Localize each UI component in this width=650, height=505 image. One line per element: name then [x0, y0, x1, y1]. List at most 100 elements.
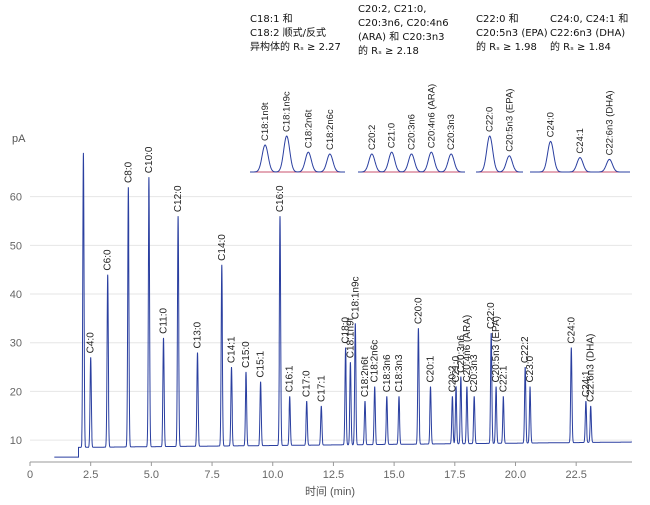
inset-peak-label: C18:1n9c: [282, 91, 293, 132]
annotation-block: C22:0 和 C20:5n3 (EPA)的 Rₛ ≥ 1.98: [476, 13, 548, 53]
peak-label: C20:3n6: [456, 335, 467, 373]
peak-label: C18:3n6: [382, 354, 393, 392]
inset-peak-label: C18:1n9t: [260, 102, 271, 141]
peak-label: C15:1: [256, 351, 267, 378]
peak-label: C14:0: [217, 234, 228, 261]
peak-label: C11:0: [159, 307, 170, 333]
inset-peak-label: C18:2n6t: [303, 109, 314, 148]
chromatogram-trace: [54, 152, 632, 458]
inset-panel: C18:1n9t C18:1n9c C18:2n6t C18:2n6c: [250, 91, 345, 173]
inset-panel: C22:0 C20:5n3 (EPA): [476, 89, 523, 173]
peak-label: C24:0: [566, 316, 577, 343]
x-tick-label: 5.0: [144, 469, 159, 481]
x-tick-label: 10.0: [262, 469, 283, 481]
annotation-line: 的 Rₛ ≥ 1.98: [476, 40, 537, 53]
peak-label: C20:2: [447, 365, 458, 392]
peak-label: C12:0: [173, 185, 184, 212]
inset-peak-label: C20:3n3: [446, 114, 457, 150]
annotation-line: C18:2 顺式/反式: [250, 26, 326, 39]
peak-label: C20:5n3 (EPA): [491, 316, 502, 383]
inset-trace: [358, 151, 465, 173]
annotation-line: C20:2, C21:0,: [358, 4, 426, 15]
y-tick-label: 30: [10, 338, 22, 350]
y-tick-label: 10: [10, 435, 22, 447]
peak-label: C18:2n6c: [370, 340, 381, 383]
peak-label: C4:0: [86, 332, 97, 354]
peak-label: C16:0: [275, 185, 286, 212]
inset-peak-label: C18:2n6c: [325, 109, 336, 150]
inset-panel: C24:0 C24:1 C22:6n3 (DHA): [530, 90, 630, 173]
peak-label: C18:1n9t: [345, 317, 356, 358]
x-tick-label: 17.5: [444, 469, 465, 481]
peak-label: C16:1: [285, 365, 296, 392]
x-tick-label: 2.5: [83, 469, 98, 481]
inset-trace: [250, 135, 345, 173]
peak-label: C10:0: [144, 146, 155, 173]
peak-label: C22:6n3 (DHA): [586, 334, 597, 402]
annotation-line: 异构体的 Rₛ ≥ 2.27: [250, 40, 341, 53]
trace-line: [54, 152, 632, 458]
peak-label: C18:0: [341, 316, 352, 343]
peak-label: C20:0: [413, 297, 424, 324]
grid: [30, 196, 632, 441]
x-tick-label: 20.0: [505, 469, 526, 481]
x-tick-labels: 0 2.5 5.0 7.5 10.0 12.5 15.0 17.5 20.0 22.5: [27, 462, 587, 481]
peak-label: C24:1: [581, 370, 592, 397]
peak-label: C14:1: [226, 336, 237, 363]
y-tick-labels: 10 20 30 40 50 60: [10, 192, 22, 447]
inset-peak-label: C24:0: [546, 112, 557, 137]
peak-label: C8:0: [123, 161, 134, 183]
inset-peak-label: C20:2: [367, 125, 378, 150]
annotation-block: C20:2, C21:0, C20:3n6, C20:4n6 (ARA) 和 C20…: [358, 4, 449, 57]
inset-peak-label: C22:0: [485, 107, 496, 132]
peak-label: C22:2: [520, 336, 531, 363]
peak-label: C17:0: [302, 370, 313, 397]
annotation-line: C18:1 和: [250, 13, 293, 25]
inset-peak-label: C22:6n3 (DHA): [604, 90, 615, 155]
peak-label: C18:2n6t: [360, 356, 371, 397]
inset-peak-label: C20:4n6 (ARA): [426, 84, 437, 148]
peak-label: C21:0: [451, 355, 462, 382]
peak-label: C15:0: [241, 341, 252, 368]
peak-label: C23:0: [525, 355, 536, 382]
peak-label: C6:0: [103, 249, 114, 271]
peak-labels: C4:0 C6:0 C8:0 C10:0 C11:0 C12:0 C13:0 C14:0 C14…: [86, 146, 597, 402]
x-tick-label: 22.5: [565, 469, 586, 481]
annotation-line: C22:0 和: [476, 13, 519, 25]
inset-peak-label: C20:5n3 (EPA): [504, 89, 515, 152]
x-tick-label: 7.5: [204, 469, 219, 481]
inset-peak-label: C24:1: [575, 128, 586, 153]
y-axis-title: pA: [12, 133, 26, 145]
y-tick-label: 40: [10, 289, 22, 301]
annotation-line: 的 Rₛ ≥ 2.18: [358, 44, 419, 57]
peak-label: C20:1: [426, 355, 437, 382]
inset-panels: C18:1n9t C18:1n9c C18:2n6t C18:2n6c C20:2 C21…: [250, 84, 630, 173]
peak-label: C20:3n3: [469, 354, 480, 392]
peak-label: C13:0: [192, 321, 203, 348]
y-tick-label: 20: [10, 386, 22, 398]
annotation-line: (ARA) 和 C20:3n3: [358, 31, 445, 43]
annotation-line: C24:0, C24:1 和: [550, 13, 628, 25]
inset-trace: [476, 135, 523, 173]
inset-peak-label: C21:0: [387, 123, 398, 148]
y-tick-label: 60: [10, 192, 22, 204]
annotation-line: C20:3n6, C20:4n6: [358, 18, 449, 29]
x-axis-title: 时间 (min): [305, 485, 355, 498]
inset-trace: [530, 140, 630, 173]
annotation-line: 的 Rₛ ≥ 1.84: [550, 40, 611, 53]
annotation-line: C20:5n3 (EPA): [476, 28, 548, 39]
peak-label: C17:1: [316, 375, 327, 402]
peak-label: C22:0: [486, 302, 497, 329]
annotation-block: C24:0, C24:1 和 C22:6n3 (DHA)的 Rₛ ≥ 1.84: [550, 13, 628, 53]
peak-label: C20:4n6 (ARA): [462, 315, 473, 383]
x-tick-label: 0: [27, 469, 33, 481]
peak-label: C18:1n9c: [350, 276, 361, 319]
annotation-line: C22:6n3 (DHA): [550, 28, 625, 39]
inset-peak-label: C20:3n6: [407, 114, 418, 150]
x-tick-label: 15.0: [383, 469, 404, 481]
peak-label: C18:3n3: [394, 354, 405, 392]
peak-label: C22:1: [498, 365, 509, 392]
